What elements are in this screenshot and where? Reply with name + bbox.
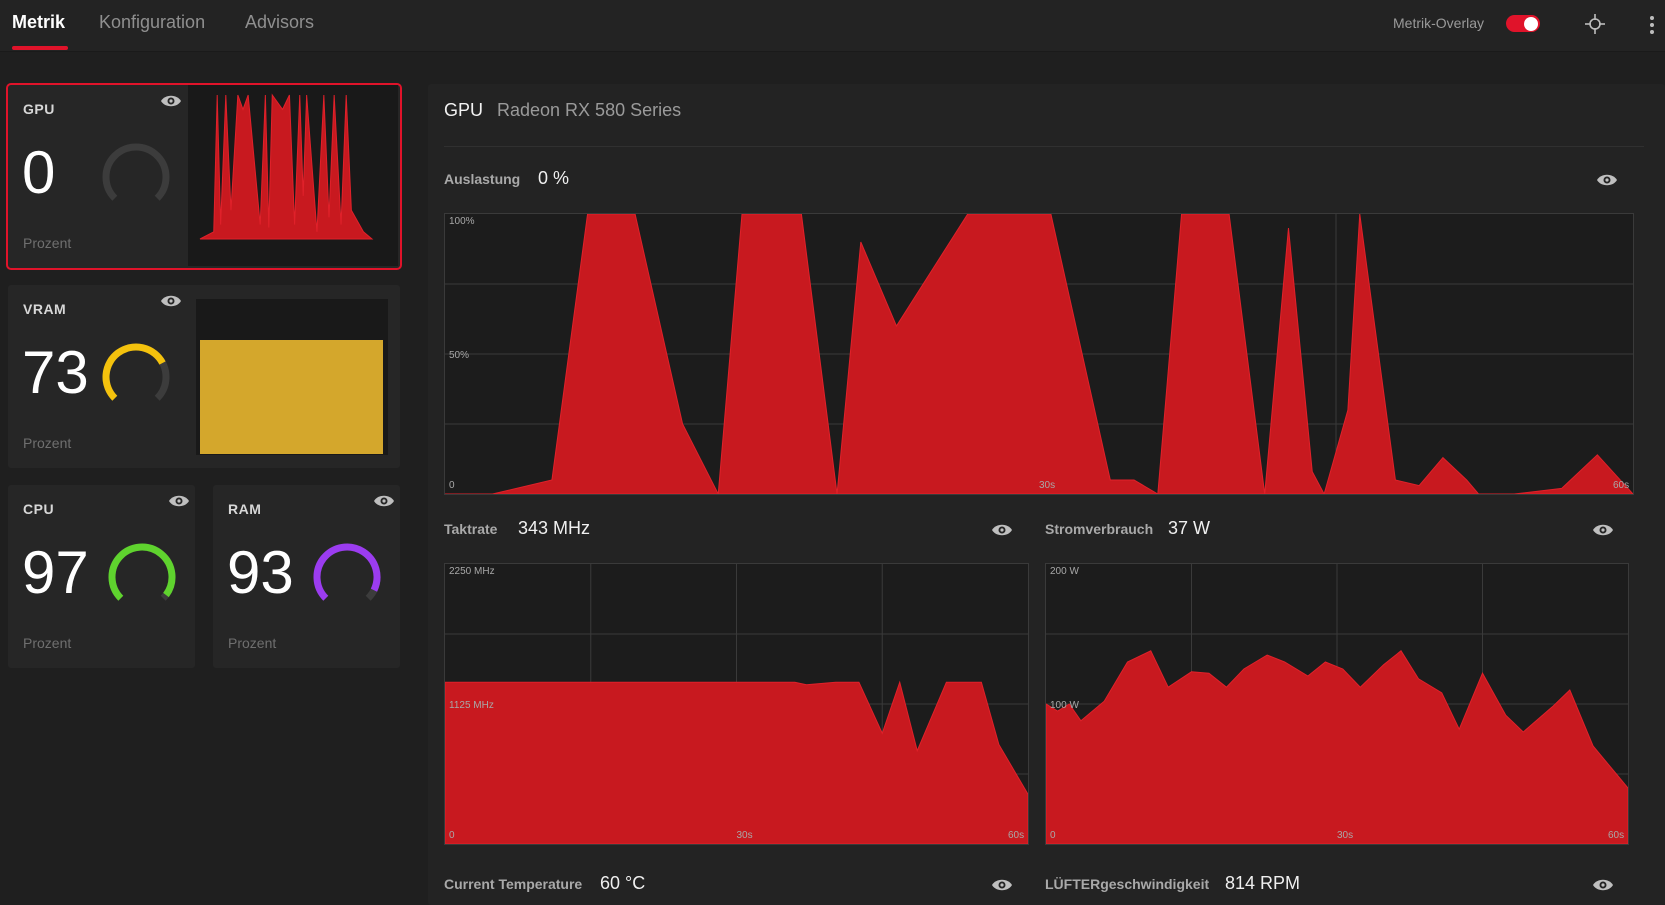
eye-icon[interactable] [160,293,182,314]
y-tick-label: 200 W [1050,566,1079,577]
gpu-sparkline [188,85,398,266]
ram-value: 93 [227,539,294,606]
eye-icon[interactable] [160,93,182,114]
x-tick-label: 60s [1608,830,1624,841]
gpu-card[interactable]: GPU 0 Prozent [6,83,402,270]
fan-speed-label: LÜFTERgeschwindigkeit [1045,876,1210,892]
cpu-value: 97 [22,539,89,606]
y-tick-label: 0 [449,480,455,491]
vram-card-title: VRAM [23,301,67,317]
cpu-card[interactable]: CPU 97 Prozent [8,485,195,668]
eye-icon[interactable] [1592,877,1614,898]
gauge-fill [313,543,381,601]
tab-konfiguration[interactable]: Konfiguration [99,12,206,32]
stromverbrauch-label: Stromverbrauch [1045,521,1154,537]
panel-subtitle: Radeon RX 580 Series [497,100,682,120]
x-tick-label: 60s [1613,480,1629,491]
top-nav-bar: Metrik Konfiguration Advisors Metrik-Ove… [0,0,1665,52]
taktrate-chart: 2250 MHz 1125 MHz 0 30s 60s [444,563,1029,845]
vram-value: 73 [22,339,89,406]
stromverbrauch-area [1046,650,1628,844]
taktrate-value: 343 MHz [518,518,591,538]
vram-usage-fill [200,340,383,454]
gpu-card-title: GPU [23,101,55,117]
eye-icon[interactable] [373,493,395,514]
taktrate-label: Taktrate [444,521,498,537]
gpu-sparkline-area [199,93,374,240]
ram-card[interactable]: RAM 93 Prozent [213,485,400,668]
cpu-card-title: CPU [23,501,55,517]
temperature-value: 60 °C [600,873,646,893]
cpu-gauge [108,543,176,601]
eye-icon[interactable] [168,493,190,514]
y-tick-label: 50% [449,350,469,361]
gauge-fill [108,543,176,601]
y-tick-label: 100 W [1050,700,1079,711]
x-tick-label: 30s [737,830,753,841]
toggle-knob [1524,16,1538,31]
y-tick-label: 2250 MHz [449,566,495,577]
metrik-overlay-toggle[interactable] [1506,15,1540,32]
vram-sparkline [196,299,388,455]
fan-speed-value: 814 RPM [1225,873,1301,893]
gpu-detail-panel: GPU Radeon RX 580 Series Auslastung 0 % … [428,84,1665,905]
panel-title: GPU [444,100,484,120]
y-tick-label: 1125 MHz [449,700,494,711]
panel-divider [444,146,1644,147]
y-tick-label: 0 [449,830,455,841]
metrik-overlay-label: Metrik-Overlay [1393,15,1485,31]
cpu-unit: Prozent [23,635,72,651]
tab-metrik[interactable]: Metrik [12,12,66,32]
eye-icon[interactable] [1592,522,1614,543]
auslastung-value: 0 % [538,168,570,188]
vram-unit: Prozent [23,435,72,451]
auslastung-label: Auslastung [444,171,521,187]
y-tick-label: 0 [1050,830,1056,841]
tab-advisors[interactable]: Advisors [245,12,315,32]
ram-card-title: RAM [228,501,262,517]
eye-icon[interactable] [991,877,1013,898]
auslastung-chart: 100% 50% 0 30s 60s [444,213,1634,495]
eye-icon[interactable] [991,522,1013,543]
crosshair-icon[interactable] [1584,13,1606,40]
eye-icon[interactable] [1596,172,1618,193]
gpu-gauge [102,143,170,201]
gpu-sparkline-path [199,93,374,240]
ram-gauge [313,543,381,601]
stromverbrauch-chart: 200 W 100 W 0 30s 60s [1045,563,1629,845]
gauge-track [102,143,170,201]
ram-unit: Prozent [228,635,277,651]
x-tick-label: 60s [1008,830,1024,841]
gpu-value: 0 [22,139,56,206]
x-tick-label: 30s [1039,480,1055,491]
active-tab-indicator [12,46,68,50]
vram-gauge [102,343,170,401]
gauge-fill [102,343,166,401]
more-options-icon[interactable] [1648,14,1656,41]
y-tick-label: 100% [449,216,475,227]
temperature-label: Current Temperature [444,876,583,892]
gpu-unit: Prozent [23,235,72,251]
taktrate-area [445,680,1028,844]
x-tick-label: 30s [1337,830,1353,841]
stromverbrauch-value: 37 W [1168,518,1211,538]
vram-card[interactable]: VRAM 73 Prozent [8,285,400,468]
auslastung-area [445,214,1633,494]
